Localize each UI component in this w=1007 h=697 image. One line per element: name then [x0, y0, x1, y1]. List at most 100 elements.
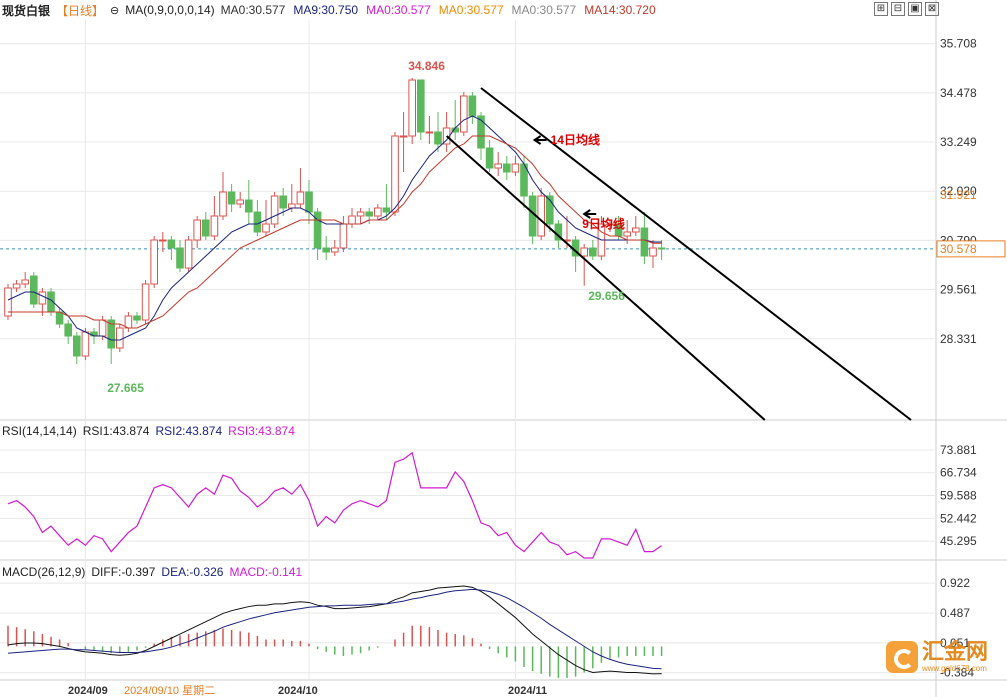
macd-header: MACD(26,12,9) DIFF:-0.397 DEA:-0.326 MAC…	[2, 565, 302, 579]
candle-body	[296, 191, 305, 205]
candle-body	[38, 291, 47, 305]
crosshair-icon[interactable]: ⊞	[874, 2, 888, 16]
diff-line	[7, 585, 662, 675]
candle-body	[322, 247, 330, 253]
toolbar: ⊞ ⊟ ▣ ⊠	[874, 2, 939, 16]
ma14-line	[8, 135, 662, 329]
candle-body	[623, 231, 632, 237]
low-price-label: 27.665	[107, 381, 144, 395]
x-axis-label: 2024/10	[278, 685, 318, 697]
trend-channel-line	[480, 87, 912, 421]
logo-text: 汇金网	[922, 639, 989, 664]
rsi-header: RSI(14,14,14) RSI1:43.874 RSI2:43.874 RS…	[2, 424, 295, 438]
rsi2-value: RSI2:43.874	[155, 424, 223, 438]
macd-axis-tick: 0.487	[940, 606, 970, 620]
logo-url: www.gold678.com	[922, 664, 987, 673]
candle-body	[270, 195, 279, 225]
candle-body	[133, 315, 141, 321]
candle-body	[64, 323, 73, 337]
split-icon[interactable]: ⊟	[891, 2, 905, 16]
window-icon[interactable]: ▣	[908, 2, 922, 16]
price-axis-tick: 32.020	[940, 184, 977, 198]
ma-value-5: MA14:30.720	[584, 3, 656, 17]
candle-body	[632, 227, 640, 233]
candle-body	[417, 79, 425, 133]
candle-body	[150, 239, 158, 285]
candle-body	[331, 247, 339, 253]
candle-body	[348, 215, 356, 225]
candle-body	[288, 203, 296, 209]
candle-body	[262, 223, 270, 233]
x-axis-label: 2024/09/10 星期二	[124, 684, 215, 697]
rsi1-value: RSI1:43.874	[82, 424, 150, 438]
candle-body	[12, 283, 21, 289]
ma-value-1: MA9:30.750	[293, 3, 359, 17]
candle-body	[537, 195, 546, 237]
candle-body	[124, 315, 133, 329]
candle-body	[210, 215, 219, 237]
eye-icon[interactable]: ⊖	[110, 4, 120, 17]
candle-body	[580, 247, 589, 257]
candle-body	[73, 335, 81, 357]
high-price-label: 34.846	[408, 59, 445, 73]
low-price-label: 29.656	[588, 289, 625, 303]
candle-body	[202, 219, 210, 237]
last-price-tag	[936, 240, 1006, 258]
site-logo: 汇金网 www.gold678.com	[886, 640, 988, 673]
candle-body	[477, 115, 485, 149]
rsi-line	[7, 451, 662, 559]
ma-value-4: MA0:30.577	[511, 3, 577, 17]
candle-body	[468, 95, 477, 117]
ma14-annotation: 14日均线	[551, 132, 600, 147]
candle-body	[245, 199, 253, 213]
candle-body	[339, 223, 348, 249]
ma-formula: MA(0,9,0,0,0,14)	[125, 3, 215, 17]
candle-body	[236, 199, 244, 205]
candle-body	[98, 319, 107, 337]
macd-axis-tick: -0.384	[940, 666, 974, 680]
ma14-price-label: 31.921	[940, 188, 977, 202]
candle-body	[460, 95, 468, 133]
candle-body	[511, 163, 520, 173]
candle-body	[193, 219, 201, 241]
candle-body	[4, 287, 12, 317]
macd-axis-tick: 0.922	[940, 576, 970, 590]
x-axis-label: 2024/09	[68, 685, 108, 697]
symbol-name: 现货白银	[2, 3, 51, 18]
candle-body	[589, 247, 597, 257]
candle-body	[141, 283, 150, 321]
candle-body	[546, 195, 554, 225]
rsi-axis-tick: 73.881	[940, 443, 977, 457]
candle-body	[159, 239, 167, 242]
price-axis-tick: 34.478	[940, 86, 977, 100]
period-label[interactable]: 【日线】	[56, 3, 105, 18]
close-icon[interactable]: ⊠	[925, 2, 939, 16]
chart-header: 现货白银 【日线】 ⊖ MA(0,9,0,0,0,14) MA0:30.577 M…	[2, 2, 656, 18]
ma-value-3: MA0:30.577	[438, 3, 504, 17]
candle-body	[485, 147, 494, 169]
macd-value: MACD:-0.141	[229, 565, 303, 579]
arrow-icon	[532, 135, 547, 145]
macd-formula: MACD(26,12,9)	[2, 565, 86, 579]
price-axis-tick: 35.708	[940, 37, 977, 51]
rsi-axis-tick: 52.442	[940, 511, 977, 525]
candle-body	[107, 319, 116, 349]
logo-mark-icon	[886, 640, 918, 673]
rsi-axis-tick: 45.295	[940, 534, 977, 548]
ma-value-0: MA0:30.577	[220, 3, 286, 17]
candle-body	[279, 195, 287, 209]
candle-body	[503, 163, 511, 173]
last-price-label: 30.578	[940, 242, 977, 256]
candle-body	[382, 207, 391, 213]
candle-body	[184, 239, 193, 269]
ma9-annotation: 9日均线	[582, 216, 625, 231]
candle-body	[313, 211, 322, 249]
candle-body	[434, 131, 442, 145]
ma-values: MA0:30.577 MA9:30.750 MA0:30.577 MA0:30.577…	[221, 3, 656, 17]
candle-body	[21, 279, 29, 285]
candle-body	[116, 327, 124, 349]
arrow-icon	[582, 209, 597, 219]
candle-body	[253, 211, 262, 233]
candle-body	[374, 207, 382, 217]
macd-axis-tick: 0.051	[940, 636, 970, 650]
